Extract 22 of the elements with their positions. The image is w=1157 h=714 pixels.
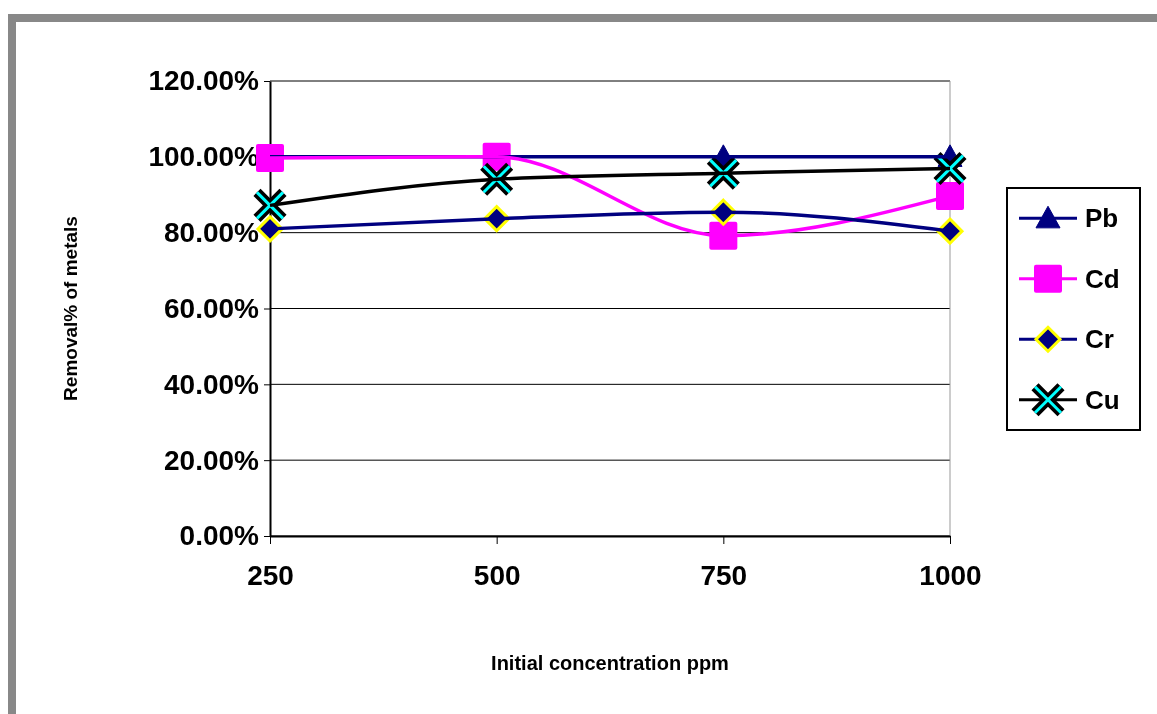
y-tick-label: 0.00% xyxy=(179,520,260,552)
x-tick-label: 750 xyxy=(700,560,748,591)
y-tick-label: 120.00% xyxy=(148,65,260,97)
y-tick-label: 100.00% xyxy=(148,141,260,173)
legend-label: Cr xyxy=(1085,324,1114,355)
point xyxy=(256,215,284,243)
x-tick-label: 500 xyxy=(473,560,521,591)
legend-label: Cu xyxy=(1085,384,1120,415)
y-tick-label: 80.00% xyxy=(164,217,260,249)
x-tick-label: 1000 xyxy=(919,560,982,591)
point xyxy=(936,181,964,210)
point xyxy=(256,143,284,172)
y-tick-label: 40.00% xyxy=(164,368,260,400)
legend-label: Cd xyxy=(1085,263,1120,294)
y-axis-title: Removal% of metals xyxy=(60,216,81,401)
point xyxy=(252,187,288,224)
y-tick-label: 60.00% xyxy=(164,292,260,324)
legend-label: Pb xyxy=(1085,203,1119,234)
x-axis-title: Initial concentration ppm xyxy=(491,652,729,674)
x-tick-label: 250 xyxy=(247,560,294,591)
y-tick-label: 20.00% xyxy=(164,444,260,476)
point xyxy=(478,161,515,198)
